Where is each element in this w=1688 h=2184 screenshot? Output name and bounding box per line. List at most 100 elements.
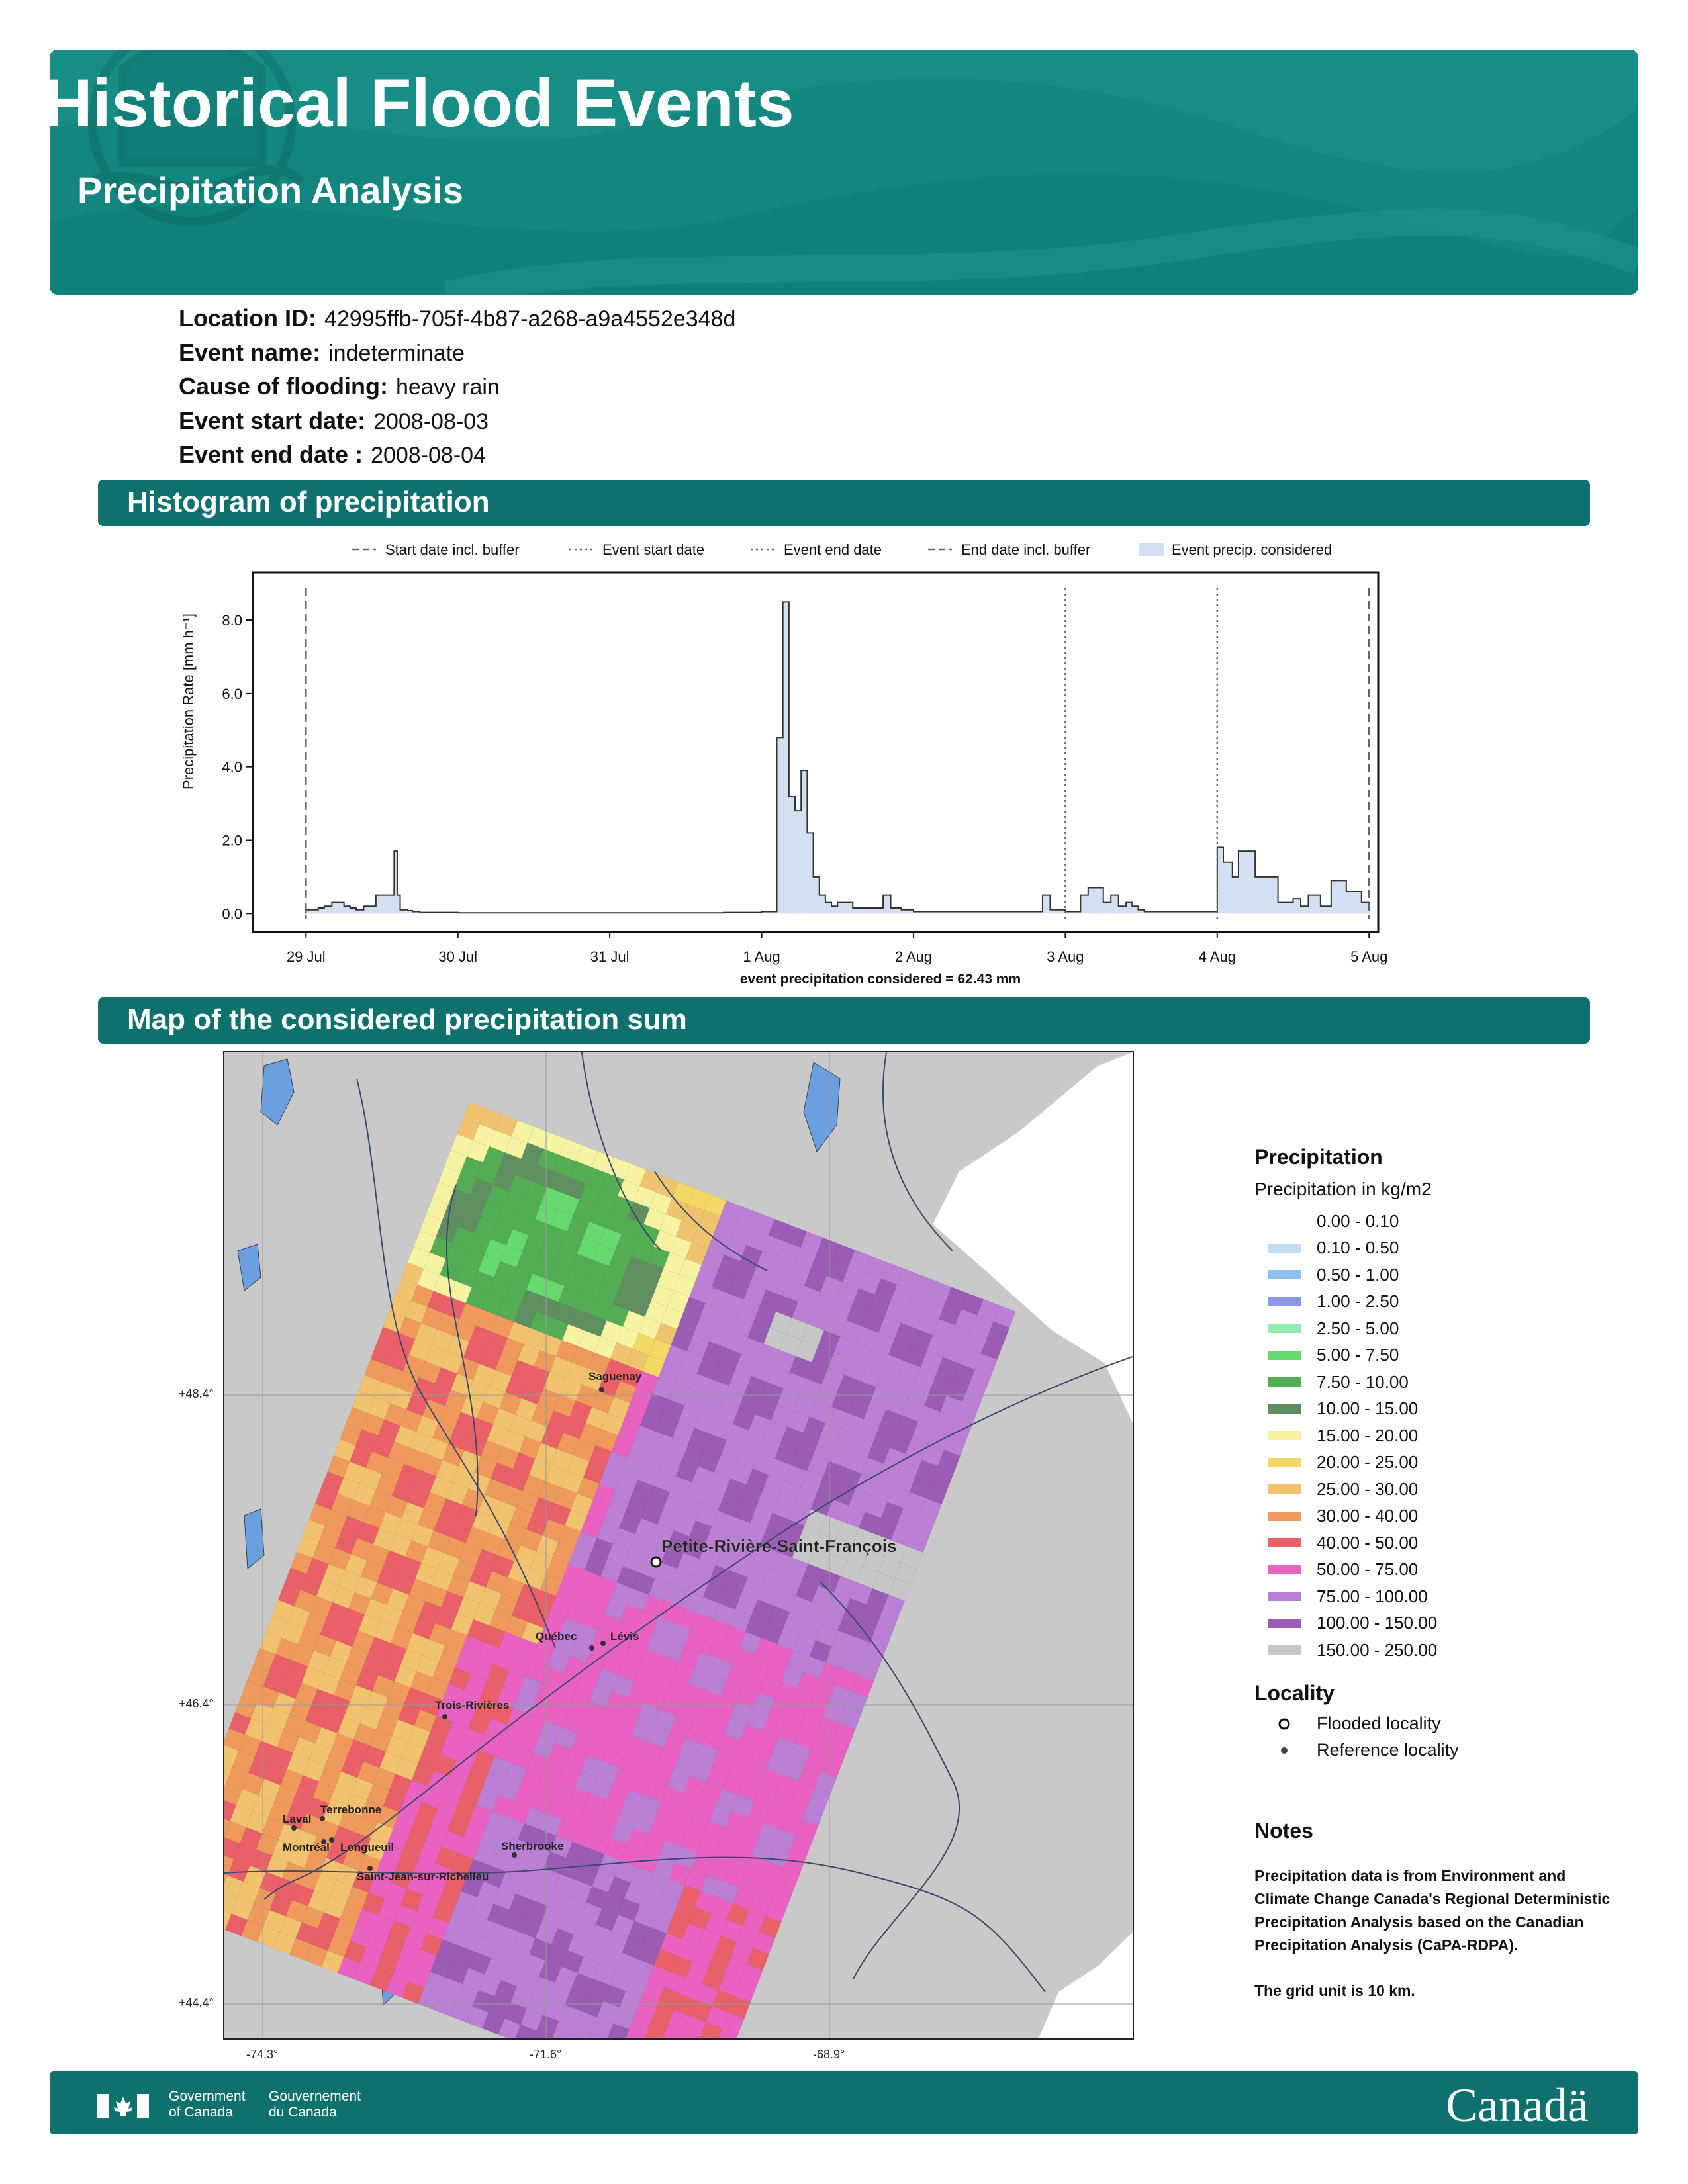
info-label: Event start date: bbox=[179, 407, 366, 434]
legend-class-label: 2.50 - 5.00 bbox=[1317, 1318, 1399, 1338]
info-label: Location ID: bbox=[179, 304, 316, 332]
legend-swatch bbox=[1268, 1270, 1301, 1280]
legend-class-row: 7.50 - 10.00 bbox=[1254, 1369, 1625, 1396]
section-title: Histogram of precipitation bbox=[127, 486, 490, 518]
notes-block: Notes Precipitation data is from Environ… bbox=[1254, 1819, 1612, 2003]
sea-area bbox=[1039, 1933, 1133, 2038]
legend-class-label: 20.00 - 25.00 bbox=[1317, 1452, 1419, 1473]
lake bbox=[244, 1508, 265, 1569]
legend-label: Event end date bbox=[784, 541, 882, 558]
lon-label: -68.9° bbox=[813, 2048, 845, 2061]
legend-swatch bbox=[1268, 1404, 1301, 1414]
notes-text: Precipitation data is from Environment a… bbox=[1254, 1867, 1611, 1954]
legend-swatch bbox=[1268, 1592, 1301, 1602]
section-histogram-header: Histogram of precipitation bbox=[98, 480, 1590, 526]
y-axis-label: Precipitation Rate [mm h⁻¹] bbox=[180, 614, 197, 790]
locality-label: Saguenay bbox=[588, 1370, 642, 1383]
legend-subtitle: Precipitation in kg/m2 bbox=[1254, 1179, 1432, 1199]
locality-label: Saint-Jean-sur-Richelieu bbox=[357, 1870, 489, 1883]
legend-label: Flooded locality bbox=[1317, 1713, 1441, 1733]
reference-locality-marker bbox=[599, 1387, 604, 1392]
locality-label: Petite-Rivière-Saint-François bbox=[661, 1536, 896, 1556]
page-title: Historical Flood Events bbox=[44, 66, 794, 141]
reference-locality-marker bbox=[442, 1714, 447, 1719]
reference-locality-marker bbox=[329, 1837, 334, 1843]
notes-title: Notes bbox=[1254, 1819, 1313, 1843]
notes-grid: The grid unit is 10 km. bbox=[1254, 1982, 1415, 1999]
legend-swatch bbox=[1268, 1645, 1301, 1655]
legend-flooded-locality: Flooded locality bbox=[1254, 1711, 1625, 1737]
precip-cell bbox=[716, 2028, 739, 2038]
precip-cell bbox=[661, 2025, 684, 2038]
gov-en-line: Government bbox=[169, 2089, 246, 2104]
locality-label: Lévis bbox=[610, 1630, 639, 1643]
lat-label: +46.4° bbox=[179, 1697, 214, 1710]
locality-label: Terrebonne bbox=[320, 1803, 381, 1816]
locality-label: Sherbrooke bbox=[501, 1840, 563, 1852]
reference-locality-marker bbox=[291, 1825, 297, 1831]
legend-label: Start date incl. buffer bbox=[385, 541, 520, 558]
legend-swatch bbox=[1268, 1565, 1301, 1574]
map-canvas: Saguenay Petite-Rivière-Saint-François Qué… bbox=[224, 1052, 1133, 2038]
legend-entry: Start date incl. buffer bbox=[352, 541, 520, 558]
legend-class-row: 150.00 - 250.00 bbox=[1254, 1637, 1625, 1664]
legend-entry: Event end date bbox=[751, 541, 882, 558]
x-tick-label: 30 Jul bbox=[438, 948, 477, 965]
x-tick-label: 5 Aug bbox=[1350, 948, 1387, 965]
x-tick-label: 1 Aug bbox=[743, 948, 780, 965]
legend-swatch bbox=[1268, 1350, 1301, 1360]
river-line bbox=[654, 1171, 768, 1271]
x-tick-label: 29 Jul bbox=[287, 948, 326, 965]
page-subtitle: Precipitation Analysis bbox=[77, 169, 463, 211]
y-tick-label: 4.0 bbox=[222, 759, 242, 776]
legend-class-label: 40.00 - 50.00 bbox=[1317, 1532, 1419, 1553]
map-legend: Precipitation Precipitation in kg/m2 0.0… bbox=[1254, 1145, 1625, 1764]
reference-locality-marker bbox=[320, 1816, 325, 1821]
legend-class-row: 25.00 - 30.00 bbox=[1254, 1476, 1625, 1503]
x-tick-label: 3 Aug bbox=[1047, 948, 1084, 965]
legend-class-row: 10.00 - 15.00 bbox=[1254, 1396, 1625, 1423]
info-location-id: Location ID: 42995ffb-705f-4b87-a268-a9a4… bbox=[179, 304, 735, 332]
river-line bbox=[356, 1078, 556, 1649]
x-tick-label: 2 Aug bbox=[895, 948, 932, 965]
legend-class-row: 0.00 - 0.10 bbox=[1254, 1208, 1625, 1235]
info-cause: Cause of flooding: heavy rain bbox=[179, 373, 500, 400]
y-tick-label: 8.0 bbox=[222, 612, 242, 629]
precip-cell bbox=[514, 2024, 538, 2038]
reference-locality-marker bbox=[512, 1852, 517, 1858]
legend-swatch bbox=[1268, 1457, 1301, 1467]
header-banner bbox=[50, 50, 1638, 295]
info-label: Event name: bbox=[179, 339, 321, 366]
precip-step-line bbox=[305, 601, 1370, 914]
legend-class-label: 0.50 - 1.00 bbox=[1317, 1264, 1399, 1285]
legend-swatch bbox=[1268, 1538, 1301, 1548]
river-line bbox=[263, 1356, 1133, 1900]
y-tick-label: 6.0 bbox=[222, 686, 242, 702]
lake bbox=[237, 1244, 261, 1291]
canada-flag-icon bbox=[97, 2094, 149, 2118]
reference-marker-icon bbox=[1268, 1744, 1301, 1757]
legend-class-row: 75.00 - 100.00 bbox=[1254, 1583, 1625, 1610]
gov-fr: Gouvernement du Canada bbox=[269, 2089, 361, 2120]
info-label: Cause of flooding: bbox=[179, 373, 388, 400]
info-value: 2008-08-04 bbox=[371, 443, 486, 468]
precipitation-histogram-chart: Start date incl. buffer Event start date E… bbox=[180, 541, 1387, 987]
precip-cell bbox=[585, 2032, 608, 2038]
info-value: heavy rain bbox=[395, 375, 500, 400]
legend-swatch bbox=[1268, 1511, 1301, 1521]
legend-class-label: 75.00 - 100.00 bbox=[1317, 1586, 1428, 1606]
river-line bbox=[445, 1184, 479, 1516]
plot-frame bbox=[252, 571, 1380, 933]
legend-class-row: 0.50 - 1.00 bbox=[1254, 1261, 1625, 1289]
precip-area bbox=[306, 602, 1370, 914]
info-end-date: Event end date : 2008-08-04 bbox=[179, 441, 486, 469]
legend-title: Precipitation bbox=[1254, 1145, 1383, 1169]
legend-entry: Event start date bbox=[569, 541, 704, 558]
precip-cell bbox=[568, 2026, 592, 2038]
gov-fr-line: du Canada bbox=[269, 2105, 337, 2120]
lake bbox=[260, 1058, 295, 1126]
precip-cell bbox=[530, 2030, 553, 2038]
river-line bbox=[224, 1856, 1046, 1993]
legend-swatch bbox=[1268, 1297, 1301, 1306]
legend-swatch bbox=[1268, 1243, 1301, 1253]
